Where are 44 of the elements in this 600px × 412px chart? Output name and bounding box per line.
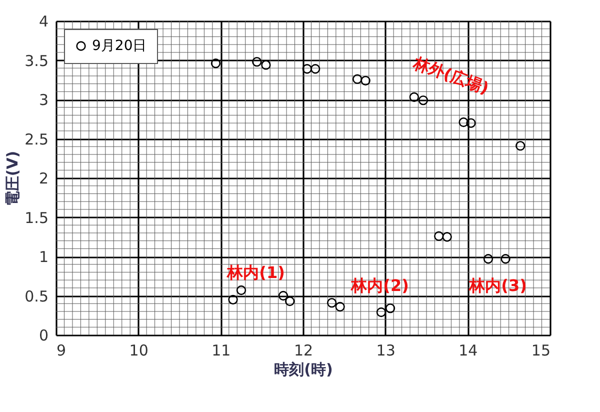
- point: [261, 60, 271, 70]
- point: [335, 302, 345, 312]
- point: [310, 64, 320, 74]
- point: [442, 232, 452, 242]
- x-tick-label: 15: [531, 342, 550, 360]
- point: [385, 303, 396, 314]
- y-tick-label: 0: [38, 326, 48, 344]
- point: [352, 74, 362, 84]
- y-tick-label: 2.5: [24, 130, 48, 148]
- point: [409, 92, 419, 102]
- point: [483, 254, 494, 264]
- x-tick-label: 9: [56, 342, 66, 360]
- x-tick-label: 14: [458, 342, 478, 360]
- y-tick-label: 4: [38, 12, 48, 30]
- y-tick-label: 3: [38, 91, 48, 109]
- legend-label: 9月20日: [92, 38, 147, 54]
- point: [466, 118, 476, 128]
- point: [252, 56, 262, 67]
- point: [516, 140, 526, 151]
- annotation: 林外(広場): [410, 52, 492, 98]
- point: [376, 307, 386, 318]
- x-tick-label: 10: [129, 342, 148, 360]
- point: [458, 117, 468, 128]
- y-tick-label: 0.5: [24, 287, 48, 306]
- y-tick-label: 3.5: [24, 52, 48, 70]
- point: [284, 296, 295, 306]
- y-tick-label: 1: [38, 248, 48, 266]
- point: [360, 76, 370, 86]
- x-tick-label: 12: [294, 342, 314, 360]
- point: [278, 290, 288, 301]
- point: [434, 231, 444, 241]
- y-tick-label: 2: [38, 170, 48, 188]
- point: [500, 254, 510, 264]
- y-axis-title: 電圧(V): [4, 150, 22, 206]
- x-tick-label: 13: [376, 342, 396, 360]
- point: [418, 95, 428, 106]
- point: [236, 285, 246, 296]
- y-tick-label: 1.5: [24, 208, 48, 227]
- x-axis-title: 時刻(時): [274, 360, 333, 378]
- point: [326, 298, 337, 308]
- point: [210, 58, 221, 68]
- x-tick-label: 11: [212, 342, 231, 360]
- point: [302, 64, 312, 74]
- point: [228, 294, 238, 304]
